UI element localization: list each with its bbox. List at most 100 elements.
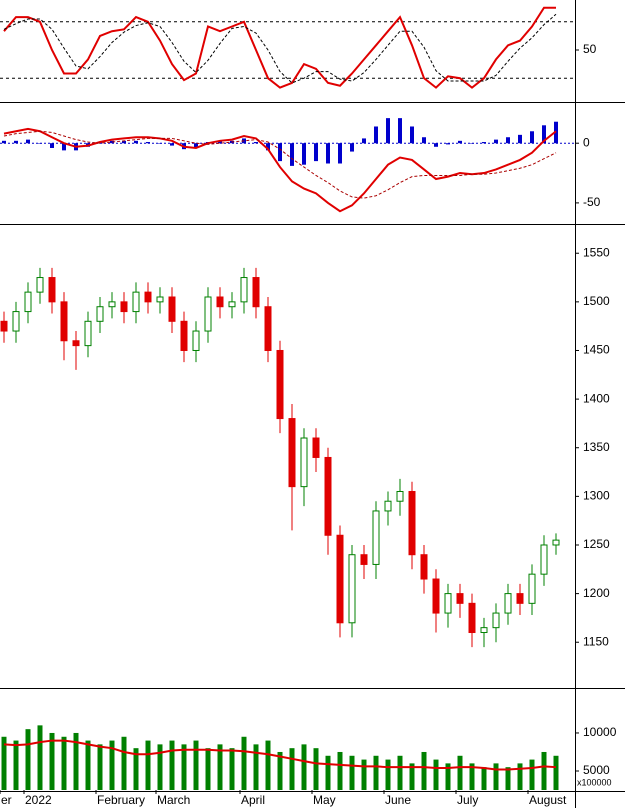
candle-body [420, 554, 428, 580]
histogram-bar [110, 140, 114, 144]
histogram-bar [26, 139, 30, 144]
volume-bar [325, 755, 331, 790]
histogram-bar [158, 143, 162, 144]
volume-bar [49, 732, 55, 790]
volume-bar [469, 763, 475, 790]
y-tick-label: 10000 [583, 725, 617, 739]
volume-bar [457, 755, 463, 790]
volume-bar [145, 740, 151, 790]
volume-bar [409, 763, 415, 790]
volume-bar [253, 744, 259, 790]
candle-body [360, 554, 368, 565]
volume-bar [349, 755, 355, 790]
y-tick-label: 1500 [583, 294, 610, 308]
candle-body [528, 573, 536, 604]
x-tick-label: August [529, 793, 567, 807]
y-tick-label: 1350 [583, 440, 610, 454]
x-tick-label: July [457, 793, 478, 807]
y-tick-label: 1200 [583, 586, 610, 600]
histogram-bar [350, 143, 354, 152]
candle-body [516, 593, 524, 604]
y-tick-label: 1450 [583, 343, 610, 357]
volume-bar [205, 748, 211, 790]
candle-body [324, 456, 332, 536]
candle-body [336, 534, 344, 624]
histogram-bar [506, 137, 510, 144]
candle-body [444, 593, 452, 614]
candle-body [156, 296, 164, 303]
y-tick-label: 50 [583, 42, 597, 56]
histogram-bar [518, 134, 522, 144]
histogram-bar [542, 125, 546, 144]
series-line [3, 6, 556, 89]
candle-body [228, 301, 236, 308]
volume-bar [157, 744, 163, 790]
x-tick-label: May [313, 793, 336, 807]
volume-bar [169, 740, 175, 790]
histogram-bar [62, 143, 66, 151]
candle-body [252, 277, 260, 308]
candle-body [168, 296, 176, 322]
histogram-bar [374, 126, 378, 144]
histogram-bar [146, 142, 150, 144]
y-tick-label: 1550 [583, 245, 610, 259]
volume-bar [73, 732, 79, 790]
x-tick-label: April [241, 793, 265, 807]
histogram-bar [470, 143, 474, 144]
candle-body [540, 544, 548, 575]
volume-bar [529, 759, 535, 790]
histogram-bar [302, 143, 306, 165]
volume-bar [193, 740, 199, 790]
x-tick-label: er [1, 793, 12, 807]
x-tick-label: 2022 [25, 793, 52, 807]
candle-body [492, 612, 500, 629]
candle-body [408, 490, 416, 556]
candle-body [468, 602, 476, 634]
histogram-bar [338, 143, 342, 164]
histogram-bar [122, 140, 126, 144]
candle-body [108, 301, 116, 308]
candle-body [240, 277, 248, 303]
histogram-bar [398, 118, 402, 144]
candle-body [0, 320, 8, 332]
candle-body [264, 306, 272, 351]
histogram-bar [254, 142, 258, 144]
volume-bar [109, 740, 115, 790]
volume-bar [505, 767, 511, 790]
candle-body [384, 500, 392, 512]
candle-body [372, 510, 380, 565]
y-tick-label: 1250 [583, 537, 610, 551]
y-tick-label: 5000 [583, 763, 610, 777]
x-tick-label: June [385, 793, 411, 807]
histogram-bar [218, 140, 222, 144]
candle-body [552, 539, 560, 546]
volume-bar [85, 740, 91, 790]
volume-bar [61, 736, 67, 790]
candle-body [24, 291, 32, 313]
histogram-bar [434, 143, 438, 147]
volume-bar [493, 763, 499, 790]
volume-bar [313, 748, 319, 790]
candle-body [396, 490, 404, 502]
histogram-bar [2, 140, 6, 144]
y-tick-label: -50 [583, 195, 601, 209]
volume-bar [13, 740, 19, 790]
histogram-bar [38, 143, 42, 144]
histogram-bar [386, 118, 390, 144]
histogram-bar [134, 140, 138, 144]
volume-bar [289, 748, 295, 790]
histogram-bar [410, 126, 414, 144]
candle-body [180, 320, 188, 351]
x-tick-label: March [157, 793, 190, 807]
y-tick-label: 0 [583, 135, 590, 149]
candle-body [84, 320, 92, 347]
volume-bar [217, 744, 223, 790]
volume-bar [337, 751, 343, 790]
candle-body [288, 418, 296, 488]
candle-body [72, 340, 80, 347]
volume-bar [373, 755, 379, 790]
candle-body [60, 301, 68, 342]
histogram-bar [170, 143, 174, 146]
